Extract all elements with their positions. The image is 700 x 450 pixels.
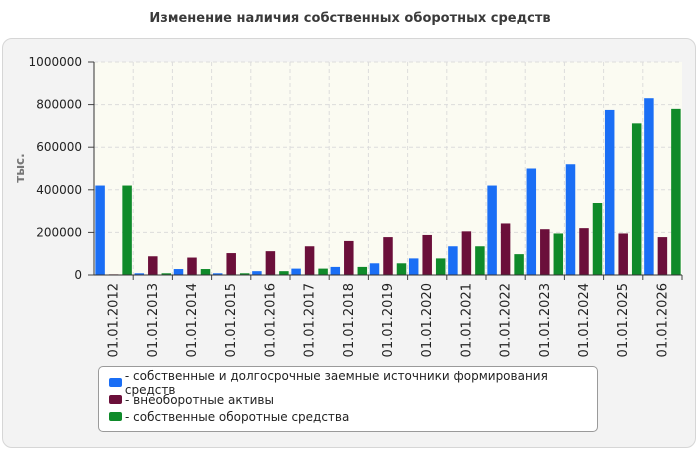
bar xyxy=(540,229,550,275)
y-tick-label: 800000 xyxy=(36,98,82,112)
x-tick-label: 01.01.2019 xyxy=(381,283,396,357)
x-tick-label: 01.01.2022 xyxy=(499,283,514,357)
bar xyxy=(475,246,485,275)
bar xyxy=(304,246,315,275)
legend-label-sources: - собственные и долгосрочные заемные ист… xyxy=(124,368,548,397)
bar xyxy=(604,109,615,275)
y-axis-label: тыс. xyxy=(13,153,27,182)
x-tick-label: 01.01.2024 xyxy=(577,283,592,357)
x-tick-label: 01.01.2021 xyxy=(459,283,474,357)
bar xyxy=(200,269,211,275)
bar xyxy=(173,269,184,275)
legend-item-noncurrent: - внеоборотные активы xyxy=(109,391,597,408)
bar xyxy=(291,268,301,275)
y-tick-label: 400000 xyxy=(36,183,82,197)
x-tick-label: 01.01.2016 xyxy=(263,283,278,357)
legend-label-noncurrent: - внеоборотные активы xyxy=(125,392,274,407)
bar xyxy=(592,203,603,275)
chart-title: Изменение наличия собственных оборотных … xyxy=(149,11,551,26)
bar xyxy=(435,258,446,275)
bar xyxy=(265,251,276,275)
legend-swatch-working-capital xyxy=(109,412,122,421)
bar xyxy=(318,268,328,275)
bar xyxy=(461,231,472,275)
x-tick-label: 01.01.2017 xyxy=(303,283,318,357)
bar xyxy=(383,237,393,275)
x-tick-label: 01.01.2020 xyxy=(420,283,435,357)
bar xyxy=(357,266,368,275)
bar xyxy=(95,185,105,275)
bar xyxy=(671,108,681,275)
bar xyxy=(396,263,407,275)
bar xyxy=(618,233,628,275)
x-tick-label: 01.01.2018 xyxy=(342,283,357,357)
bar xyxy=(134,273,145,275)
bar xyxy=(408,258,419,275)
bar xyxy=(526,168,537,275)
x-tick-label: 01.01.2015 xyxy=(224,283,239,357)
bar xyxy=(369,263,380,275)
bar xyxy=(514,254,524,275)
bar xyxy=(187,257,197,275)
bar xyxy=(239,273,250,275)
legend-item-sources: - собственные и долгосрочные заемные ист… xyxy=(109,369,597,397)
bar xyxy=(487,185,497,275)
legend-swatch-sources xyxy=(109,378,122,387)
x-tick-label: 01.01.2014 xyxy=(185,283,200,357)
bar xyxy=(553,233,564,275)
bar xyxy=(252,271,262,275)
bar xyxy=(279,271,289,275)
x-tick-label: 01.01.2023 xyxy=(538,283,553,357)
bar xyxy=(122,185,132,275)
bar xyxy=(344,240,354,275)
bar xyxy=(644,98,654,276)
bar xyxy=(657,237,668,275)
bar xyxy=(330,266,341,275)
x-tick-label: 01.01.2026 xyxy=(655,283,670,357)
bar xyxy=(422,234,432,275)
bar xyxy=(631,123,642,276)
bar xyxy=(565,164,576,275)
legend-item-working-capital: - собственные оборотные средства xyxy=(109,408,597,425)
bar xyxy=(161,273,172,275)
y-tick-label: 1000000 xyxy=(29,55,82,69)
y-tick-label: 200000 xyxy=(36,225,82,239)
legend-swatch-noncurrent xyxy=(109,395,122,404)
x-tick-label: 01.01.2013 xyxy=(146,283,161,357)
legend: - собственные и долгосрочные заемные ист… xyxy=(98,366,598,432)
bar xyxy=(212,273,223,275)
bar xyxy=(500,223,511,275)
bar xyxy=(148,256,158,275)
x-tick-label: 01.01.2025 xyxy=(616,283,631,357)
y-tick-label: 600000 xyxy=(36,140,82,154)
x-tick-label: 01.01.2012 xyxy=(107,283,122,357)
bar xyxy=(579,228,589,275)
legend-label-working-capital: - собственные оборотные средства xyxy=(125,409,350,424)
bar xyxy=(226,253,236,275)
y-tick-label: 0 xyxy=(74,268,82,282)
bar xyxy=(448,246,458,275)
